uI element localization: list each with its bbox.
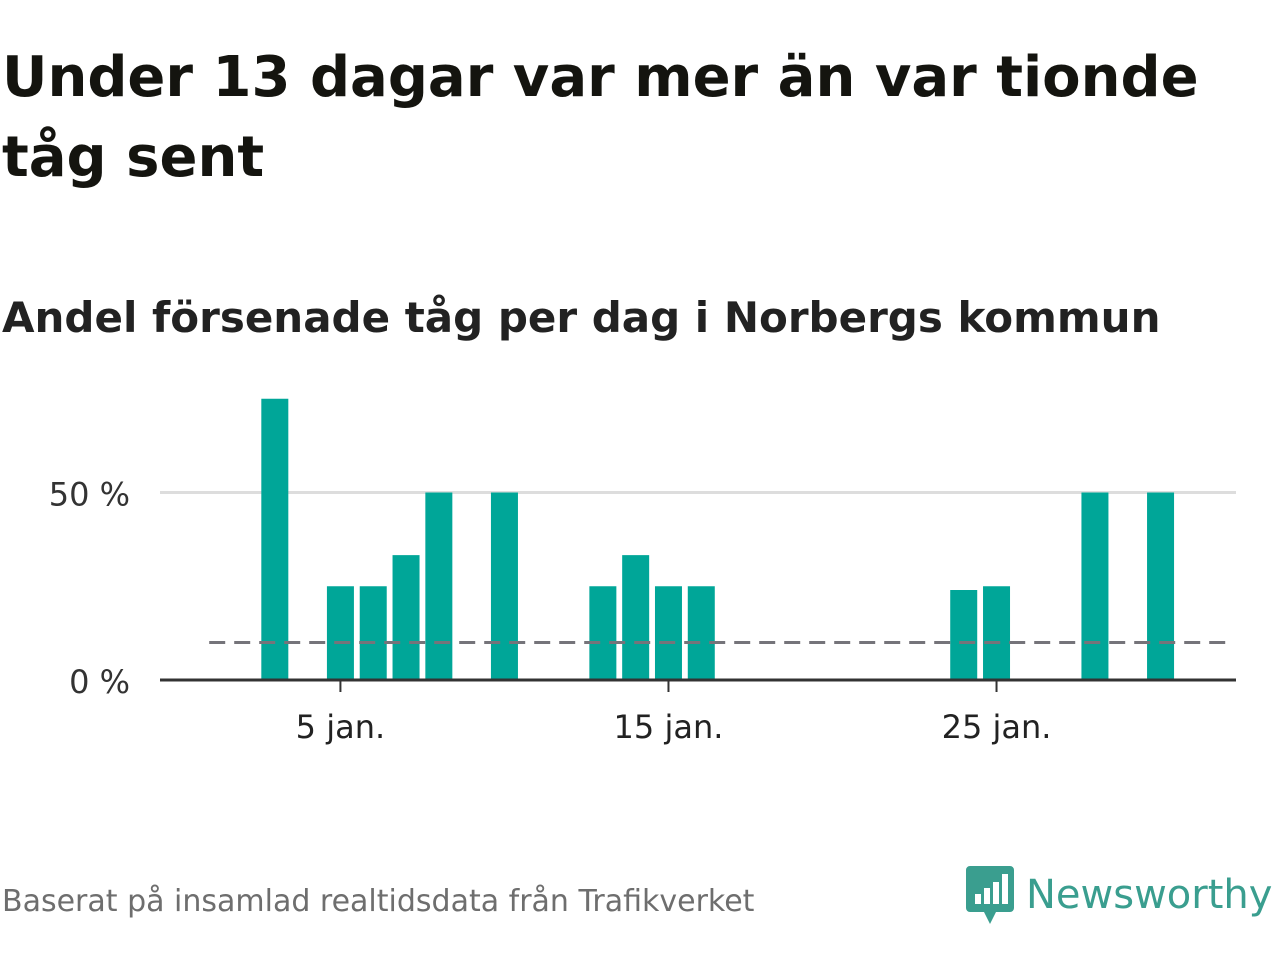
x-tick-label: 5 jan.	[296, 708, 385, 746]
brand[interactable]: Newsworthy	[964, 864, 1272, 926]
bar-jan-15	[654, 586, 682, 680]
y-tick-label: 50 %	[49, 476, 130, 514]
bar-chart: 0 % 50 % 5 jan. 15 jan. 25 jan.	[49, 398, 1236, 746]
source-note: Baserat på insamlad realtidsdata från Tr…	[2, 884, 755, 919]
bar-jan-24	[950, 590, 978, 680]
bar-jan-16	[687, 586, 715, 680]
bar-jan-8	[425, 492, 453, 680]
bar-jan-7	[392, 555, 420, 680]
bar-jan-5	[326, 586, 354, 680]
bar-jan-30	[1147, 492, 1175, 680]
bar-jan-6	[359, 586, 387, 680]
bar-jan-25	[983, 586, 1011, 680]
chart-subtitle: Andel försenade tåg per dag i Norbergs k…	[2, 293, 1161, 342]
newsworthy-logo-icon	[966, 866, 1014, 924]
bar-jan-13	[589, 586, 617, 680]
bar-jan-3	[261, 398, 289, 680]
x-tick-label: 25 jan.	[942, 708, 1052, 746]
bar-jan-10	[490, 492, 518, 680]
x-tick-label: 15 jan.	[614, 708, 724, 746]
bar-jan-14	[622, 555, 650, 680]
bar-jan-28	[1081, 492, 1109, 680]
chart-title: Under 13 dagar var mer än var tionde tåg…	[2, 45, 1199, 190]
y-tick-label: 0 %	[69, 663, 130, 701]
brand-name: Newsworthy	[1026, 872, 1273, 918]
